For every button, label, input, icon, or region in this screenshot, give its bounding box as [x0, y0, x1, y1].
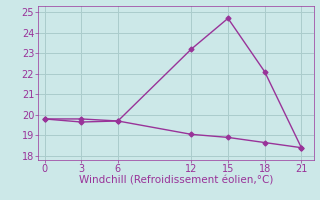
X-axis label: Windchill (Refroidissement éolien,°C): Windchill (Refroidissement éolien,°C) — [79, 176, 273, 186]
